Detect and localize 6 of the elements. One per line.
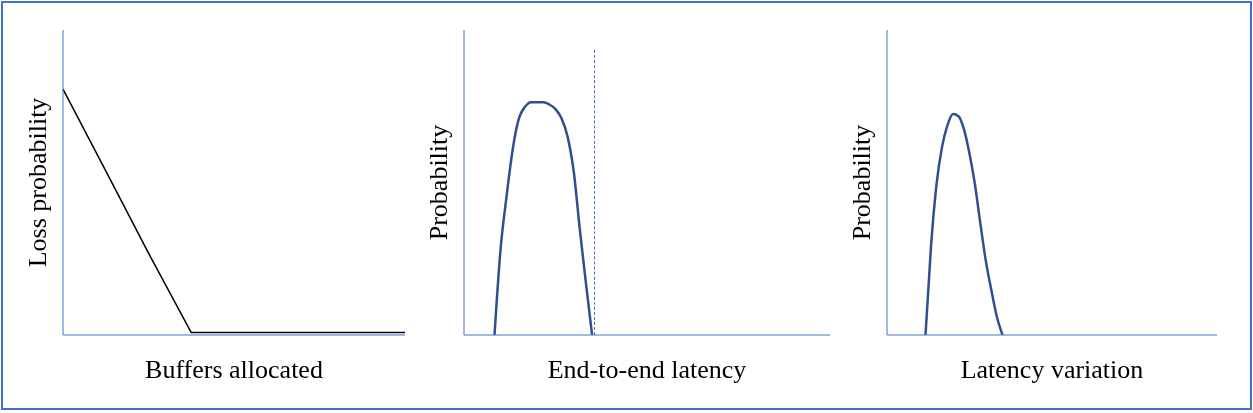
y-axis-title: Probability	[424, 124, 454, 241]
x-axis-title: Buffers allocated	[145, 355, 323, 384]
y-axis-title: Probability	[847, 124, 877, 241]
x-axis-title: Latency variation	[960, 355, 1144, 384]
y-axis-title: Loss probability	[23, 97, 53, 268]
x-axis-title: End-to-end latency	[547, 355, 747, 384]
